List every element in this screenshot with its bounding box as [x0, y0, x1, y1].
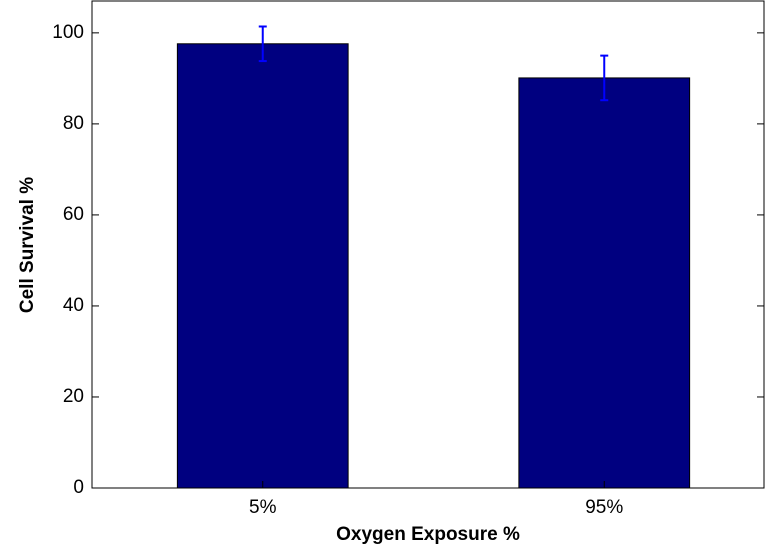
- y-axis-label: Cell Survival %: [17, 177, 38, 313]
- y-tick-label: 80: [63, 113, 84, 134]
- bar: [176, 43, 349, 489]
- x-tick-label: 95%: [585, 497, 623, 518]
- bar: [518, 77, 691, 489]
- x-axis-label: Oxygen Exposure %: [336, 524, 520, 545]
- y-tick-label: 40: [63, 295, 84, 316]
- axes-box: [91, 0, 765, 489]
- y-tick-label: 60: [63, 204, 84, 225]
- y-tick-label: 0: [73, 477, 84, 498]
- error-bar: [600, 54, 609, 102]
- y-tick-label: 100: [52, 22, 84, 43]
- error-bar: [258, 25, 267, 63]
- x-tick-label: 5%: [249, 497, 277, 518]
- y-tick-label: 20: [63, 386, 84, 407]
